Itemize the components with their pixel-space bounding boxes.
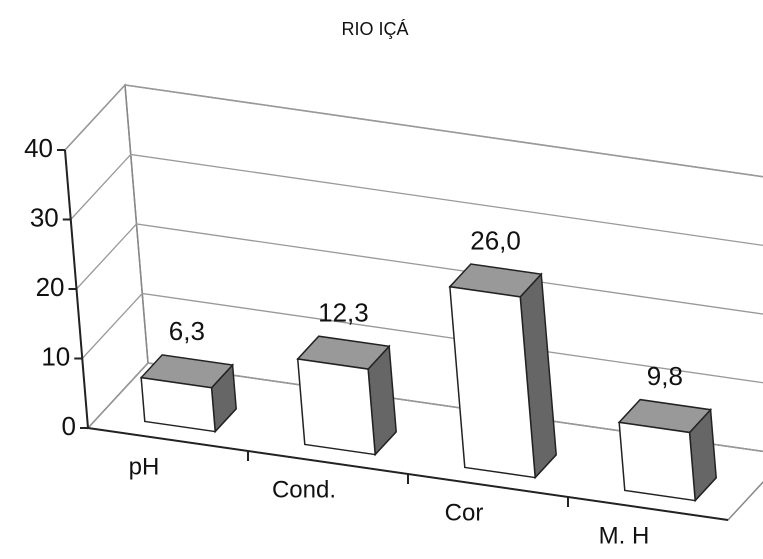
y-tick-label: 10	[41, 341, 70, 371]
y-tick-label: 40	[24, 133, 53, 163]
grid-line	[87, 362, 763, 453]
value-label: 26,0	[470, 225, 521, 255]
x-tick-label: M. H	[599, 522, 650, 549]
bar	[296, 358, 377, 456]
x-tick-label: pH	[129, 453, 160, 480]
bar	[140, 376, 217, 433]
y-tick-label: 30	[30, 202, 59, 232]
chart-title: RIO IÇÁ	[341, 19, 408, 39]
value-label: 12,3	[318, 298, 369, 328]
grid-line	[76, 223, 763, 315]
grid-line	[70, 153, 763, 247]
value-label: 9,8	[647, 361, 683, 391]
bar	[618, 421, 697, 502]
bar	[449, 285, 537, 479]
x-tick-label: Cond.	[272, 476, 336, 503]
y-tick-label: 0	[62, 411, 76, 441]
grid-line	[64, 84, 763, 178]
y-tick-label: 20	[36, 272, 65, 302]
grid-line	[81, 292, 763, 384]
value-label: 6,3	[169, 316, 205, 346]
x-tick-label: Cor	[445, 499, 484, 526]
y-axis	[64, 149, 89, 429]
